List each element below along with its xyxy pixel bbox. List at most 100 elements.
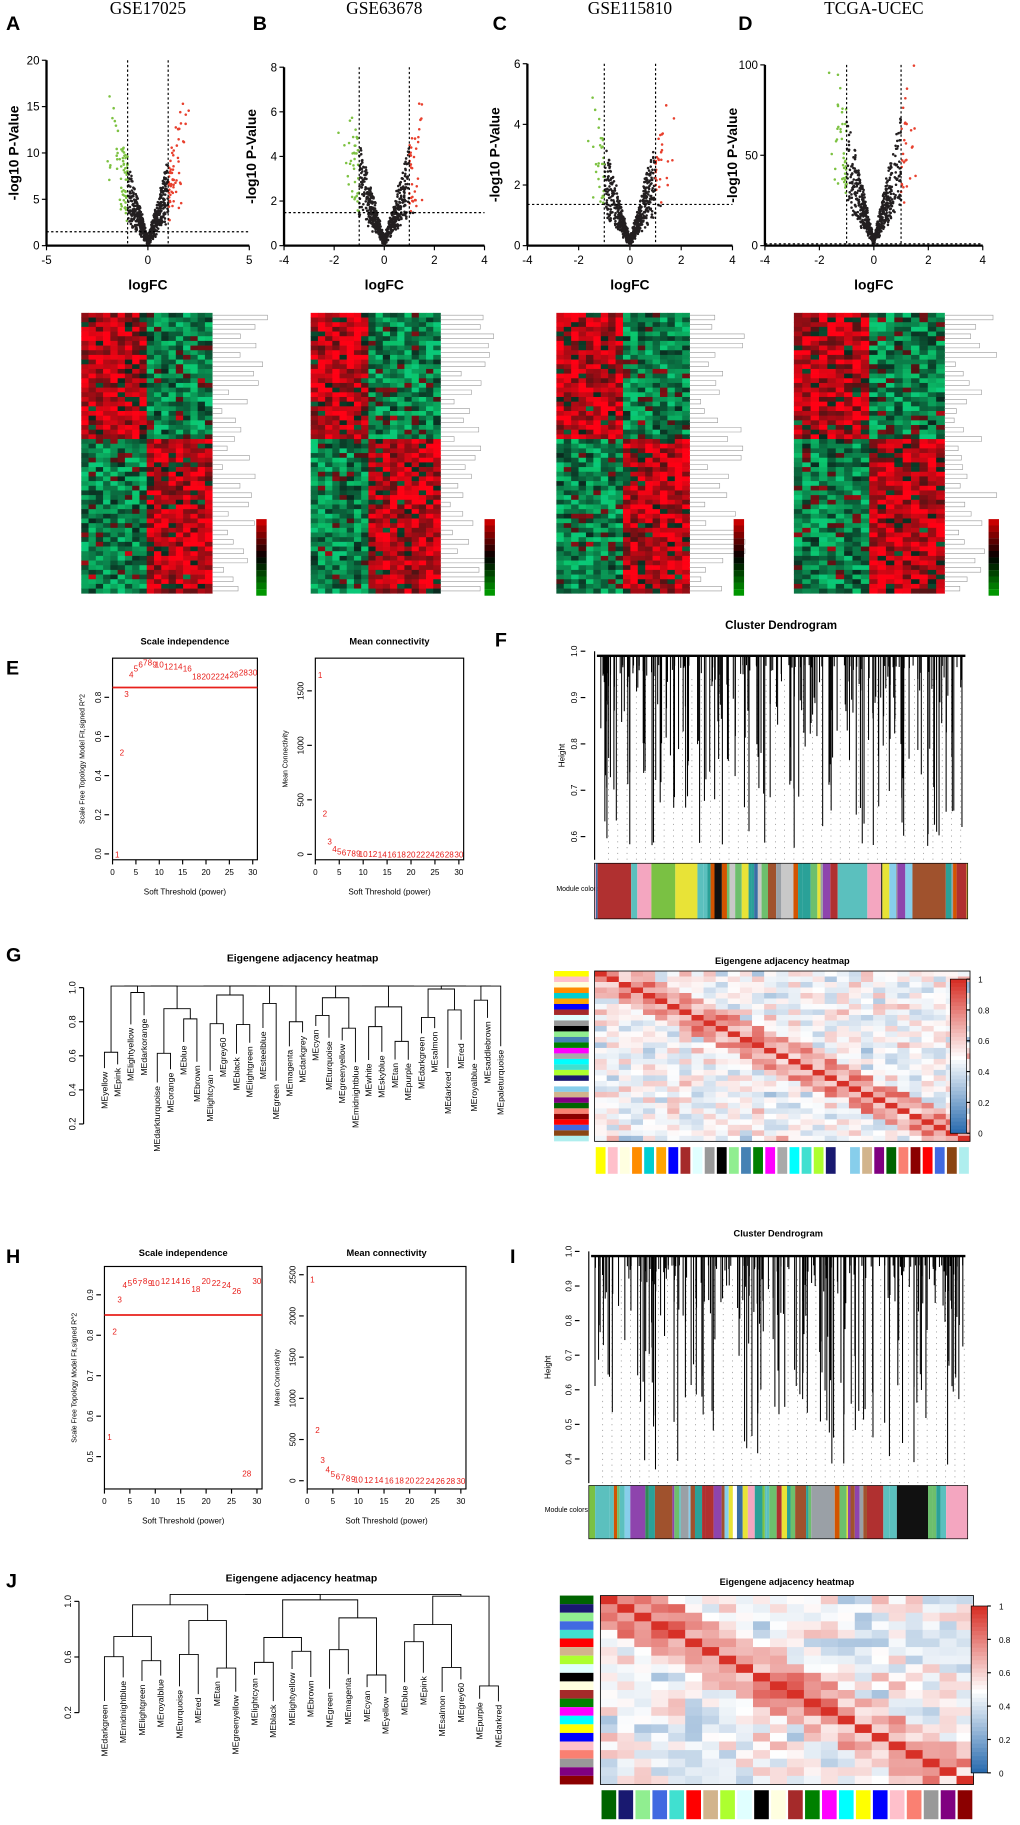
heat-cell [190, 485, 199, 491]
heat-cell [571, 312, 579, 318]
heat-cell [361, 523, 369, 529]
heat-cell [154, 509, 162, 515]
heat-cell [390, 340, 398, 346]
heat-cell [132, 457, 140, 463]
point [613, 192, 616, 195]
heat-cell [190, 411, 199, 417]
heat-cell [426, 481, 434, 487]
heat-cell [154, 583, 162, 589]
point [359, 176, 362, 179]
heat-cell [397, 518, 405, 524]
heat-cell [411, 312, 420, 318]
heat-cell [411, 443, 420, 449]
heat-cell [368, 485, 376, 491]
heat-cell [645, 453, 653, 459]
heat-cell [390, 527, 398, 533]
heat-cell [88, 569, 97, 575]
heat-cell [593, 317, 602, 323]
point [627, 236, 630, 240]
heat-cell [433, 359, 441, 365]
heat-cell [346, 392, 355, 398]
point [409, 146, 413, 149]
heat-cell [682, 350, 690, 356]
point [403, 162, 406, 166]
heat-cell [310, 462, 319, 468]
heat-cell [630, 443, 639, 449]
heat-cell [154, 378, 162, 384]
heat-cell [411, 551, 420, 557]
heat-cell [339, 583, 348, 589]
heat-cell [426, 504, 434, 510]
heat-cell [585, 448, 594, 454]
heat-cell [332, 312, 340, 318]
heat-cell [339, 359, 348, 365]
point [337, 131, 340, 135]
point [172, 185, 175, 189]
heat-cell [578, 354, 587, 360]
heat-cell [204, 495, 213, 501]
heat-cell [154, 364, 162, 370]
point [128, 192, 132, 195]
heat-cell [154, 481, 162, 487]
heat-cell [418, 373, 427, 379]
heat-cell [190, 481, 199, 487]
heat-cell [418, 565, 427, 571]
heat-cell [433, 331, 441, 337]
heat-cell [397, 565, 405, 571]
heat-cell [375, 322, 384, 328]
heat-cell [117, 485, 126, 491]
point [417, 102, 421, 105]
heat-cell [81, 448, 89, 454]
heat-cell [88, 312, 97, 318]
heat-cell [110, 420, 118, 426]
heat-cell [361, 396, 369, 403]
point [172, 183, 175, 187]
heat-cell [674, 354, 683, 360]
heat-cell [368, 359, 376, 365]
heat-cell [411, 396, 420, 403]
heat-cell [645, 439, 653, 445]
heat-cell [95, 378, 104, 384]
point [365, 217, 369, 221]
point [161, 182, 165, 185]
point [126, 206, 130, 210]
heat-cell [117, 476, 126, 482]
heat-cell [346, 443, 355, 449]
heat-cell [325, 555, 333, 561]
heat-cell [332, 453, 340, 459]
point [638, 200, 642, 203]
heat-cell [397, 312, 405, 318]
heat-cell [426, 467, 434, 473]
heat-cell [168, 579, 177, 585]
heat-cell [117, 565, 126, 571]
heat-cell [190, 359, 199, 365]
point [160, 209, 163, 212]
heat-cell [117, 495, 126, 501]
heat-cell [411, 434, 420, 440]
heat-cell [593, 340, 602, 346]
point [591, 196, 595, 199]
heat-cell [197, 485, 206, 491]
heat-cell [368, 569, 376, 575]
heat-cell [397, 425, 405, 431]
heat-cell [404, 527, 412, 533]
point [139, 210, 143, 214]
heat-cell [375, 583, 384, 589]
heat-cell [197, 462, 206, 468]
heat-cell [426, 439, 434, 445]
heat-cell [418, 569, 427, 575]
heat-cell [645, 368, 653, 374]
heat-cell [124, 462, 133, 468]
heat-cell [556, 443, 565, 449]
heat-cell [608, 312, 616, 318]
heat-cell [103, 485, 111, 491]
heat-cell [168, 490, 177, 496]
heat-cell [361, 382, 369, 388]
heat-cell [310, 532, 319, 538]
heat-cell [332, 387, 340, 393]
heat-cell [608, 401, 616, 407]
heat-cell [411, 504, 420, 510]
heat-cell [117, 359, 126, 365]
heat-cell [190, 392, 199, 398]
point [404, 172, 407, 176]
